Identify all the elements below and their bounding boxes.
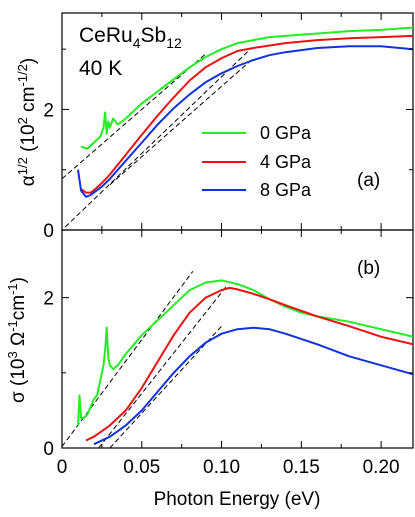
panel-a-series-0-gpa <box>80 26 413 150</box>
panel-b-ylabel: σ (103 Ω-1cm-1) <box>5 277 29 403</box>
panel-b-y-tick-label: 0 <box>43 439 54 460</box>
legend-label-8gpa: 8 GPa <box>260 180 312 200</box>
x-tick-labels: 0 0.05 0.10 0.15 0.20 <box>57 457 400 478</box>
panel-a-y-tick-label: 0 <box>43 221 54 242</box>
panel-b-fit-line-2 <box>109 325 222 448</box>
panel-a-series-4-gpa <box>80 34 413 194</box>
x-tick-label: 0.20 <box>363 457 400 478</box>
panel-b-label: (b) <box>357 258 380 279</box>
panel-a-fit-line-2 <box>109 57 254 186</box>
panel-b-series-8-gpa <box>93 326 413 446</box>
panel-a-fit-line-1 <box>64 48 251 228</box>
x-tick-label: 0.15 <box>283 457 320 478</box>
x-axis-title: Photon Energy (eV) <box>154 489 321 510</box>
panel-b-y-tick-label: 2 <box>43 289 54 310</box>
legend-label-4gpa: 4 GPa <box>260 152 312 172</box>
panel-b-fit-line-1 <box>98 286 227 448</box>
panel-b-series <box>77 279 413 446</box>
legend: 0 GPa 4 GPa 8 GPa <box>202 123 312 200</box>
panel-a-series <box>77 26 413 198</box>
panel-b: 02 (b) σ (103 Ω-1cm-1) <box>5 229 414 460</box>
x-tick-label: 0 <box>57 457 68 478</box>
panel-b-frame <box>61 229 414 449</box>
x-tick-label: 0.05 <box>123 457 160 478</box>
legend-label-0gpa: 0 GPa <box>260 123 312 143</box>
temperature-label: 40 K <box>79 57 122 80</box>
panel-a-fit-lines <box>62 48 254 228</box>
panel-b-fit-lines <box>62 271 227 448</box>
panel-a-y-tick-label: 2 <box>43 100 54 121</box>
panel-a-series-8-gpa <box>77 45 413 198</box>
panel-b-series-4-gpa <box>85 286 413 442</box>
compound-label: CeRu4Sb12 <box>79 24 182 51</box>
panel-a-label: (a) <box>357 170 380 191</box>
panel-a-ylabel: α1/2 (102 cm-1/2) <box>15 58 39 186</box>
panel-a: 02 CeRu4Sb12 40 K 0 GPa 4 GPa 8 GPa (a) … <box>15 12 414 242</box>
panel-b-ticks: 02 <box>43 230 413 460</box>
panel-b-fit-line-0 <box>62 271 194 447</box>
panel-b-series-0-gpa <box>77 279 413 426</box>
x-tick-label: 0.10 <box>203 457 240 478</box>
